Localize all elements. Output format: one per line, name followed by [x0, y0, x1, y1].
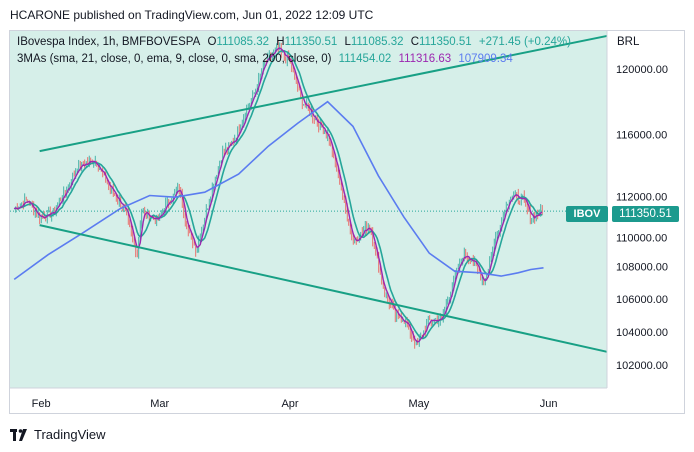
- x-tick-label: Mar: [150, 398, 169, 410]
- tradingview-logo-icon: [10, 428, 27, 441]
- ema9-line: [13, 47, 543, 343]
- y-tick-label: 110000.00: [616, 232, 667, 244]
- ma3-value: 107909.34: [458, 53, 513, 65]
- change-value: +271.45 (+0.24%): [478, 36, 571, 48]
- last-price-tag: 111350.51: [612, 206, 679, 222]
- published-header: HCARONE published on TradingView.com, Ju…: [10, 8, 374, 22]
- currency-label: BRL: [617, 36, 640, 48]
- open-label: O: [207, 36, 217, 48]
- lower-channel-trendline: [39, 224, 608, 353]
- ma-line: 3MAs (sma, 21, close, 0, ema, 9, close, …: [17, 53, 332, 65]
- high-label: H: [276, 36, 285, 48]
- sma21-line: [13, 49, 543, 340]
- sma200-line: [13, 100, 544, 281]
- symbol-line: IBovespa Index, 1h, BMFBOVESPA: [17, 36, 201, 48]
- x-tick-label: Feb: [32, 398, 51, 410]
- ma2-value: 111316.63: [398, 53, 452, 65]
- chart-frame: [9, 30, 685, 414]
- footer-brand[interactable]: TradingView: [10, 427, 106, 442]
- high-value: 111350.51: [284, 36, 338, 48]
- symbol-legend: IBovespa Index, 1h, BMFBOVESPA O111085.3…: [17, 36, 575, 48]
- close-label: C: [410, 36, 420, 48]
- y-tick-label: 112000.00: [616, 191, 667, 203]
- symbol-tag: IBOV: [566, 206, 608, 222]
- y-tick-label: 108000.00: [616, 261, 668, 273]
- y-tick-label: 116000.00: [616, 130, 667, 142]
- upper-channel-trendline: [39, 34, 608, 153]
- footer-brand-text: TradingView: [34, 427, 106, 442]
- x-tick-label: Apr: [281, 398, 298, 410]
- y-tick-label: 120000.00: [616, 64, 668, 76]
- ma-legend: 3MAs (sma, 21, close, 0, ema, 9, close, …: [17, 53, 517, 65]
- y-tick-label: 104000.00: [616, 327, 668, 339]
- y-tick-label: 102000.00: [616, 360, 668, 372]
- x-tick-label: Jun: [540, 398, 558, 410]
- close-value: 111350.51: [419, 36, 472, 48]
- chart-background: [10, 31, 607, 388]
- low-label: L: [344, 36, 351, 48]
- open-value: 111085.32: [216, 36, 270, 48]
- ma1-value: 111454.02: [338, 53, 392, 65]
- x-tick-label: May: [408, 398, 429, 410]
- y-tick-label: 106000.00: [616, 294, 668, 306]
- low-value: 111085.32: [350, 36, 404, 48]
